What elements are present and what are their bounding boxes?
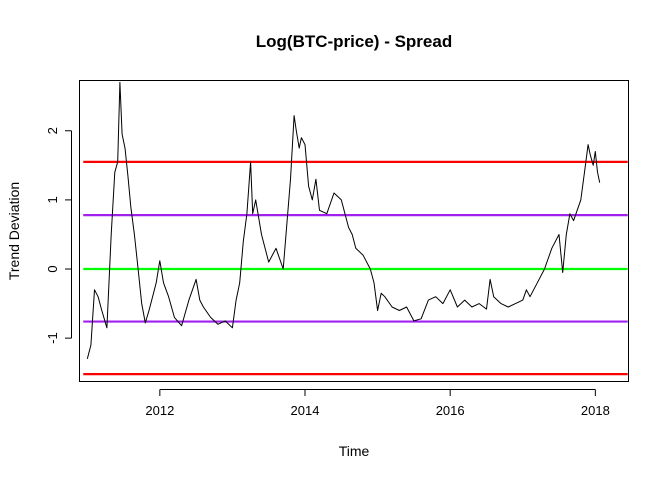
chart-title: Log(BTC-price) - Spread (256, 32, 452, 51)
reference-lines (83, 160, 628, 376)
x-tick-label: 2016 (436, 403, 465, 418)
plot-frame (79, 80, 629, 382)
y-axis-label: Trend Deviation (6, 182, 22, 280)
y-tick-label: 0 (45, 265, 60, 272)
y-tick-label: 2 (45, 127, 60, 134)
y-tick-label: -1 (45, 332, 60, 344)
x-tick-label: 2014 (291, 403, 320, 418)
series-layer (86, 81, 601, 360)
x-axis-label: Time (339, 443, 370, 459)
x-tick-label: 2018 (581, 403, 610, 418)
x-axis: 2012 2014 2016 2018 (145, 389, 610, 418)
y-axis: -1 0 1 2 (45, 127, 72, 344)
y-tick-label: 1 (45, 196, 60, 203)
series-line-0 (86, 81, 601, 360)
x-tick-label: 2012 (145, 403, 174, 418)
